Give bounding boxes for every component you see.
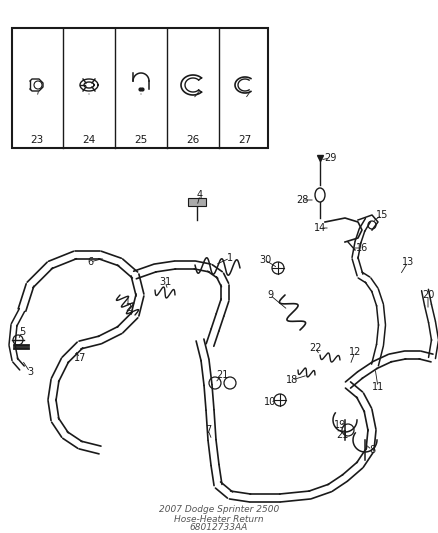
Bar xyxy=(12,28,268,148)
Text: 10: 10 xyxy=(264,397,276,407)
Text: 21: 21 xyxy=(216,370,228,380)
Text: 12: 12 xyxy=(349,347,361,357)
Text: 26: 26 xyxy=(187,135,200,145)
Text: 20: 20 xyxy=(422,290,434,300)
Circle shape xyxy=(272,262,284,274)
Bar xyxy=(188,198,206,206)
Text: 68012733AA: 68012733AA xyxy=(190,523,248,532)
Text: 5: 5 xyxy=(19,327,25,337)
Text: 29: 29 xyxy=(324,153,336,163)
Text: 2007 Dodge Sprinter 2500: 2007 Dodge Sprinter 2500 xyxy=(159,505,279,514)
Text: 11: 11 xyxy=(372,382,384,392)
Text: 1: 1 xyxy=(227,253,233,263)
Text: 25: 25 xyxy=(134,135,148,145)
Text: 27: 27 xyxy=(238,135,251,145)
Text: 23: 23 xyxy=(30,135,44,145)
Text: 3: 3 xyxy=(27,367,33,377)
Text: 21: 21 xyxy=(336,430,348,440)
Text: 18: 18 xyxy=(286,375,298,385)
Text: 22: 22 xyxy=(309,343,321,353)
Text: 6: 6 xyxy=(87,257,93,267)
Circle shape xyxy=(274,394,286,406)
Text: 30: 30 xyxy=(259,255,271,265)
Text: 19: 19 xyxy=(334,420,346,430)
Text: 14: 14 xyxy=(314,223,326,233)
Text: 7: 7 xyxy=(205,425,211,435)
Text: 13: 13 xyxy=(402,257,414,267)
Text: 2: 2 xyxy=(125,303,131,313)
Text: 24: 24 xyxy=(82,135,95,145)
Ellipse shape xyxy=(315,188,325,202)
Text: 4: 4 xyxy=(197,190,203,200)
Text: 8: 8 xyxy=(369,445,375,455)
Text: 17: 17 xyxy=(74,353,86,363)
Text: 31: 31 xyxy=(159,277,171,287)
Text: 28: 28 xyxy=(296,195,308,205)
Text: Hose-Heater Return: Hose-Heater Return xyxy=(174,514,264,523)
Text: 9: 9 xyxy=(267,290,273,300)
Text: 16: 16 xyxy=(356,243,368,253)
Text: 15: 15 xyxy=(376,210,388,220)
